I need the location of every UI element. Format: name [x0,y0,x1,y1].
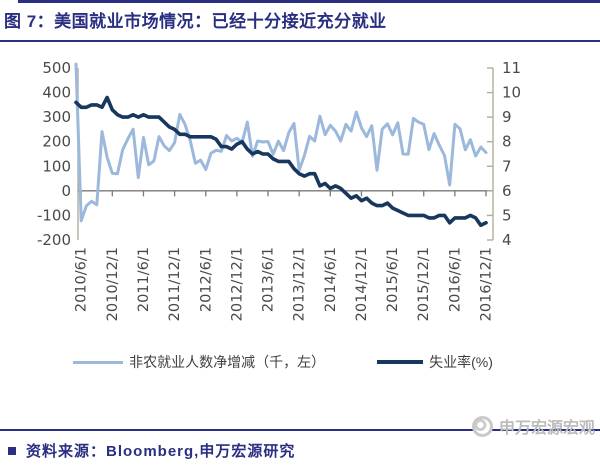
legend-item-payrolls: 非农就业人数净增减（千，左） [73,352,325,372]
svg-text:11: 11 [502,59,521,77]
svg-text:5: 5 [502,206,512,224]
footer-divider [0,429,600,431]
svg-text:2010/12/1: 2010/12/1 [105,247,121,321]
svg-text:500: 500 [42,59,71,77]
svg-text:2013/12/1: 2013/12/1 [292,247,308,321]
svg-text:6: 6 [502,182,512,200]
watermark-text: 申万宏源宏观 [498,420,595,437]
svg-text:2011/6/1: 2011/6/1 [136,247,152,312]
employment-chart: 500 400 300 200 100 0 -100 -200 11 10 9 8 7 6 5 4 2010/6… [37,59,521,321]
legend-label-payrolls: 非农就业人数净增减（千，左） [129,354,326,370]
legend-label-unemployment: 失业率(%) [429,354,493,370]
payrolls-line-swatch [73,360,124,364]
svg-text:-100: -100 [37,206,71,224]
source-text: 资料来源：Bloomberg,申万宏源研究 [26,443,296,460]
svg-text:300: 300 [42,108,71,126]
svg-text:2012/12/1: 2012/12/1 [229,247,245,321]
swx-logo-icon [471,415,493,437]
svg-text:100: 100 [42,157,71,175]
svg-text:2015/12/1: 2015/12/1 [416,247,432,321]
svg-text:0: 0 [61,182,71,200]
chart-legend: 非农就业人数净增减（千，左） 失业率(%) [0,352,600,372]
top-border [18,0,600,3]
svg-text:200: 200 [42,133,71,151]
svg-text:8: 8 [502,133,512,151]
bullet-icon [8,446,16,455]
svg-text:400: 400 [42,84,71,102]
figure-title: 图 7：美国就业市场情况：已经十分接近充分就业 [4,12,387,31]
svg-text:2010/6/1: 2010/6/1 [74,247,90,312]
title-divider [0,40,600,42]
svg-text:2011/12/1: 2011/12/1 [167,247,183,321]
svg-text:2016/6/1: 2016/6/1 [447,247,463,312]
svg-text:-200: -200 [37,231,71,249]
svg-text:2014/12/1: 2014/12/1 [354,247,370,321]
unemployment-line-swatch [377,360,424,364]
source-note: 资料来源：Bloomberg,申万宏源研究 [8,440,295,461]
svg-text:7: 7 [502,157,512,175]
svg-text:10: 10 [502,84,521,102]
svg-text:9: 9 [502,108,512,126]
svg-text:2013/6/1: 2013/6/1 [261,247,277,312]
legend-item-unemployment: 失业率(%) [377,352,493,372]
svg-text:4: 4 [502,231,512,249]
watermark: 申万宏源宏观 [471,414,595,438]
svg-text:2015/6/1: 2015/6/1 [385,247,401,312]
svg-text:2016/12/1: 2016/12/1 [479,247,495,321]
svg-text:2012/6/1: 2012/6/1 [198,247,214,312]
svg-text:2014/6/1: 2014/6/1 [323,247,339,312]
